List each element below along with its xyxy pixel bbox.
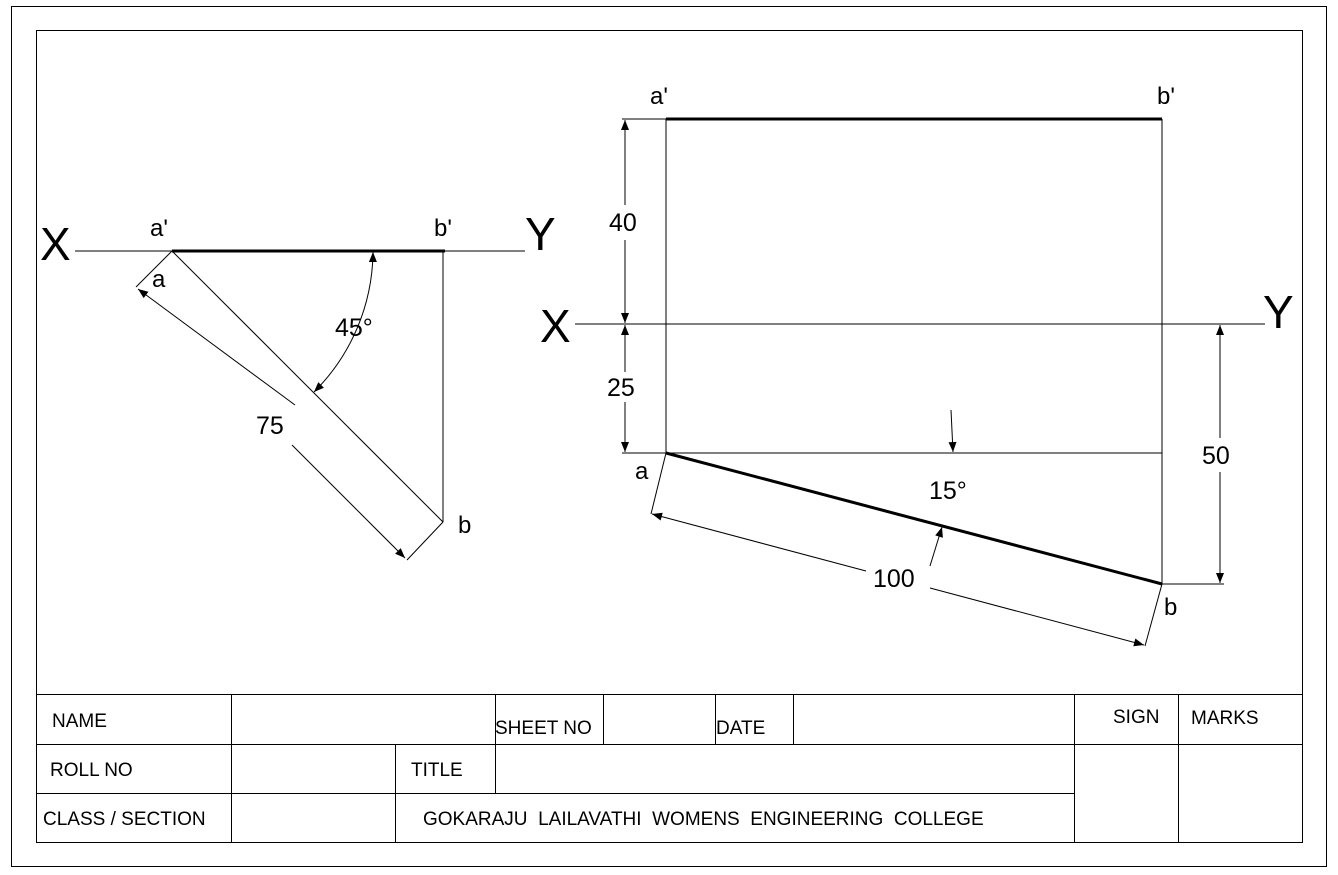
date-label: DATE [716,718,765,739]
left-angle-label: 45° [335,314,373,342]
right-extension-a-slant [650,452,667,515]
right-y-label: Y [1263,286,1294,338]
right-angle-label: 15° [929,477,967,505]
right-top-view-line [665,451,1163,586]
left-y-label: Y [525,208,556,260]
left-length-dimension-upper [137,288,296,406]
left-projection: X Y a' b' a b 45° 75 [40,208,556,561]
right-b-prime-label: b' [1157,83,1175,110]
left-extension-a [135,250,173,288]
roll-no-label: ROLL NO [50,760,133,781]
left-a-label: a [152,266,166,293]
right-length-label: 100 [873,565,915,593]
outer-border [11,6,1327,867]
marks-label: MARKS [1191,708,1259,729]
class-section-label: CLASS / SECTION [43,809,206,830]
college-name: GOKARAJU LAILAVATHI WOMENS ENGINEERING C… [423,809,984,830]
right-dim-100-right [929,587,1145,647]
left-b-label: b [458,512,471,539]
title-block: NAME SHEET NO DATE SIGN MARKS ROLL NO TI… [36,694,1302,843]
right-x-label: X [540,300,571,352]
left-top-view-line [171,250,444,523]
left-angle-arc [313,251,377,393]
left-b-prime-label: b' [434,215,452,242]
sheet-no-label: SHEET NO [495,718,592,739]
left-x-label: X [40,218,71,270]
right-a-label: a [635,458,649,485]
right-dim-100-left [651,512,867,572]
right-b-label: b [1164,594,1177,621]
right-dim-25-label: 25 [607,374,635,402]
inner-border [36,30,1303,843]
left-length-label: 75 [256,412,284,440]
right-dim-50-label: 50 [1202,442,1230,470]
title-label: TITLE [411,760,463,781]
right-dim-40-label: 40 [609,209,637,237]
right-angle-arrow-top [948,409,957,453]
right-projection: X Y a' b' a b 40 25 50 15° 100 [540,83,1294,647]
left-extension-b [406,521,444,561]
name-label: NAME [52,711,107,732]
left-a-prime-label: a' [150,215,168,242]
left-length-dimension-lower [291,444,406,559]
sign-label: SIGN [1113,707,1159,728]
right-angle-arrow-bottom [929,526,943,567]
right-a-prime-label: a' [650,83,668,110]
right-extension-b-slant [1144,583,1163,647]
